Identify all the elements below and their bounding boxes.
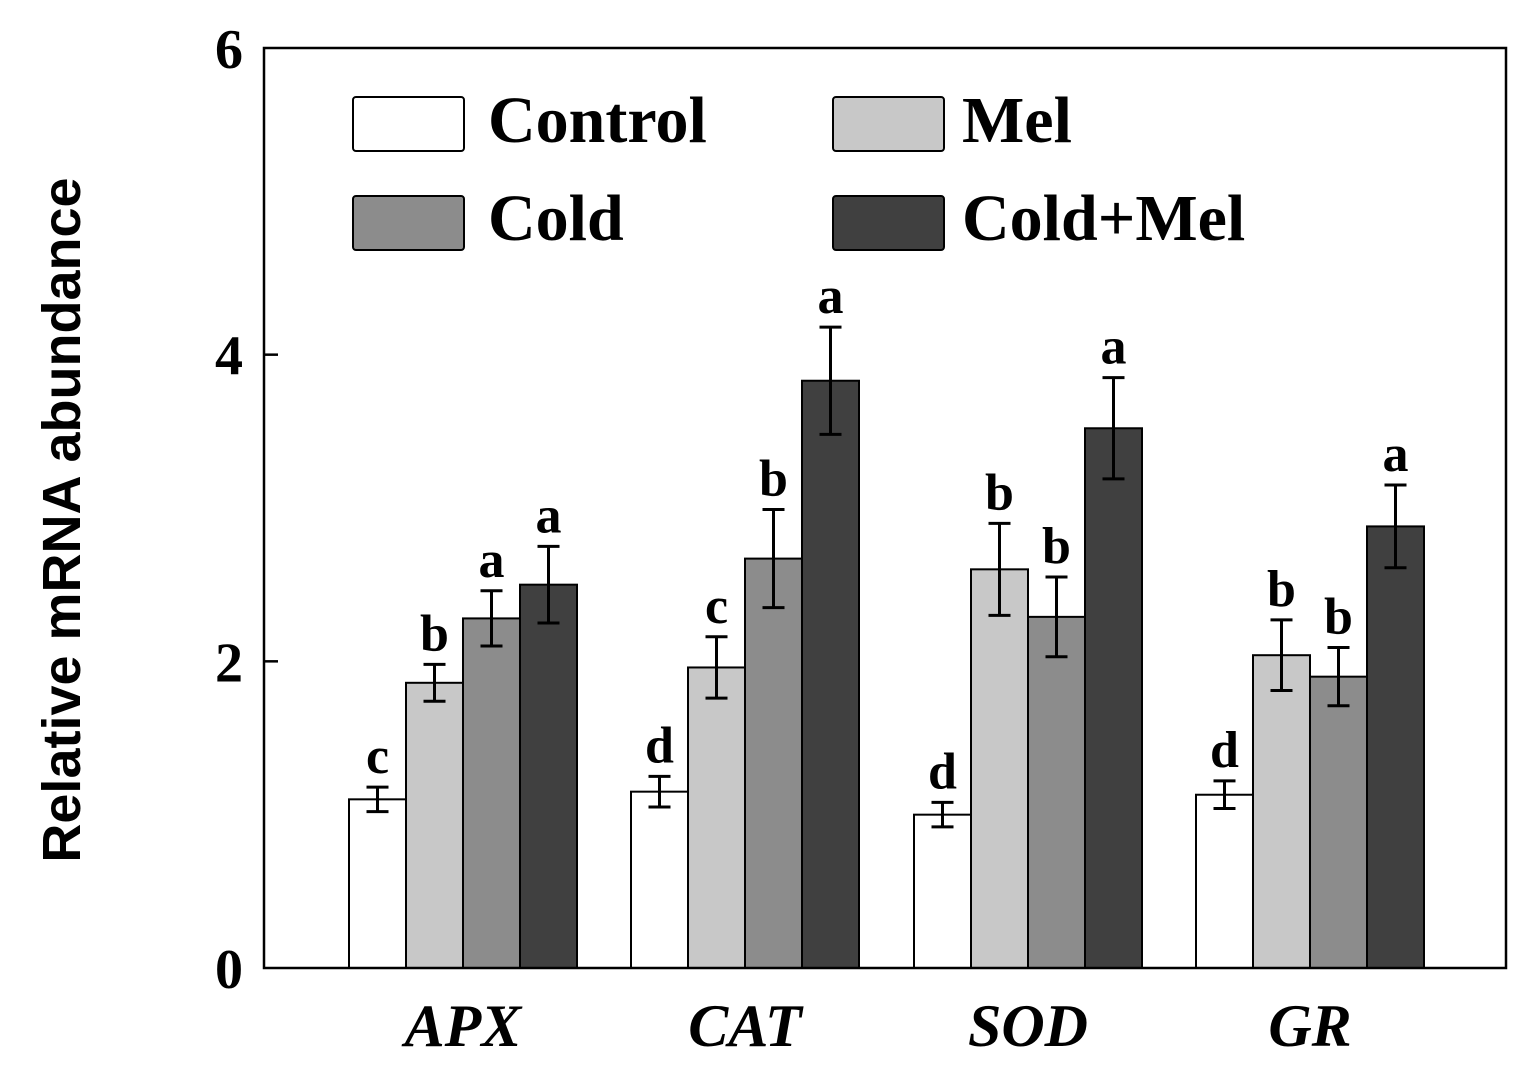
- significance-label: b: [1042, 518, 1071, 575]
- x-tick-label: APX: [401, 993, 524, 1059]
- legend-label: Cold: [488, 182, 624, 255]
- bars-layer: [348, 379, 1425, 970]
- y-tick-label: 2: [215, 632, 243, 694]
- significance-label: b: [420, 605, 449, 662]
- significance-label: a: [1383, 426, 1409, 483]
- bar: [1309, 675, 1368, 970]
- bar: [630, 790, 689, 970]
- bar: [1027, 615, 1086, 969]
- x-tick-label: SOD: [968, 993, 1088, 1059]
- significance-label: d: [1210, 722, 1239, 779]
- bar: [1195, 793, 1254, 969]
- legend-label: Control: [488, 84, 707, 157]
- legend-label: Mel: [962, 84, 1072, 157]
- significance-label: b: [985, 464, 1014, 521]
- bar: [1084, 427, 1143, 969]
- legend: Control Mel Cold Cold+Mel: [352, 84, 1245, 255]
- significance-label: b: [759, 451, 788, 508]
- significance-label: b: [1267, 561, 1296, 618]
- bar: [348, 798, 407, 969]
- bar: [970, 568, 1029, 969]
- legend-swatch: [352, 195, 465, 251]
- bar: [913, 813, 972, 970]
- y-axis-title: Relative mRNA abundance: [32, 177, 92, 863]
- significance-label: a: [479, 532, 505, 589]
- legend-swatch: [832, 195, 945, 251]
- x-axis: APX CAT SOD GR: [401, 993, 1352, 1059]
- significance-label: a: [1101, 319, 1127, 376]
- significance-label: c: [366, 728, 389, 785]
- bar: [687, 666, 746, 969]
- legend-swatch: [352, 96, 465, 152]
- bar: [519, 583, 578, 970]
- bar: [744, 557, 803, 969]
- significance-label: b: [1324, 589, 1353, 646]
- significance-label: a: [536, 487, 562, 544]
- y-tick-label: 0: [215, 939, 243, 1001]
- y-axis: 0 2 4 6: [215, 19, 278, 1001]
- legend-label: Cold+Mel: [962, 182, 1245, 255]
- plot-frame: [262, 46, 1508, 970]
- y-tick-label: 6: [215, 19, 243, 81]
- error-bars-layer: [366, 325, 1407, 829]
- y-tick-label: 4: [215, 326, 243, 388]
- significance-label: d: [928, 743, 957, 800]
- x-tick-label: CAT: [688, 993, 804, 1059]
- bar: [801, 379, 860, 969]
- bar: [1366, 525, 1425, 970]
- significance-label: c: [705, 578, 728, 635]
- significance-label: d: [645, 717, 674, 774]
- bar: [405, 681, 464, 969]
- x-tick-label: GR: [1268, 993, 1351, 1059]
- significance-label: a: [818, 268, 844, 325]
- bar: [1252, 654, 1311, 969]
- bar: [462, 617, 521, 970]
- legend-swatch: [832, 96, 945, 152]
